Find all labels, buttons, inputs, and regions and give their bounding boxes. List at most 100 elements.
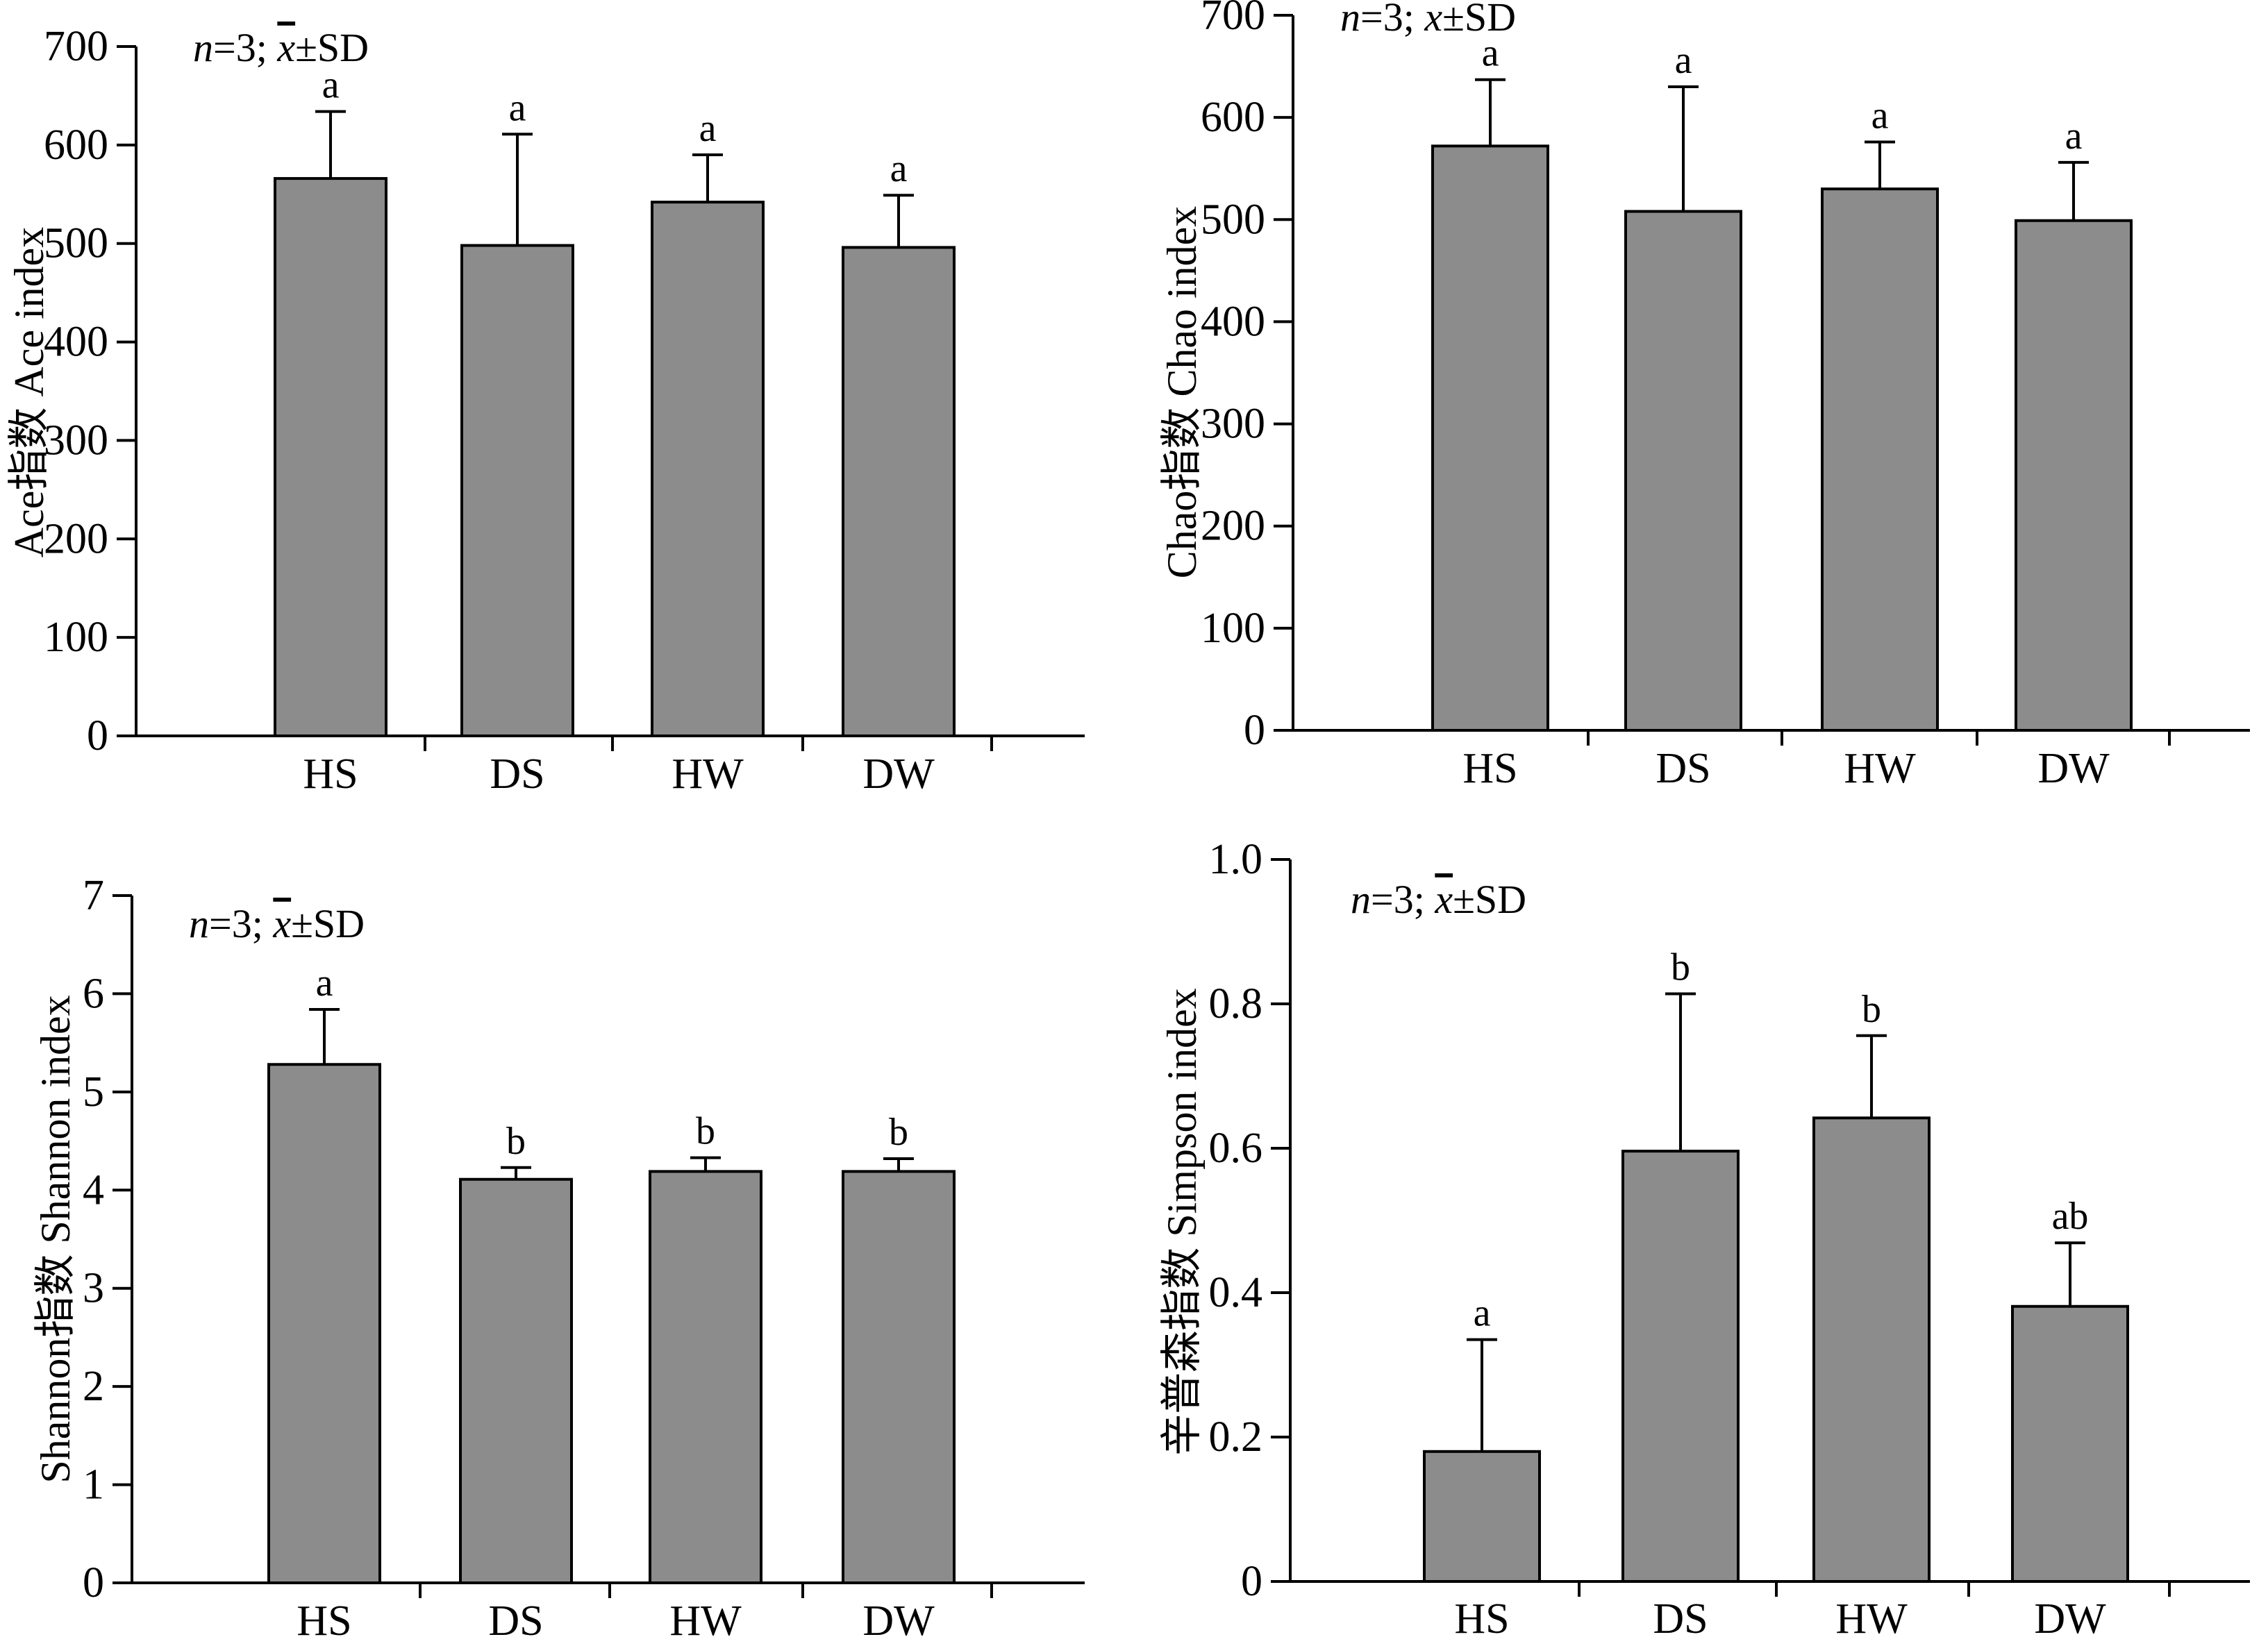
x-category-label-HW: HW — [1835, 1595, 1908, 1637]
y-tick-label: 500 — [44, 220, 108, 267]
y-tick-label: 0.8 — [1209, 980, 1263, 1027]
note-xbar: x — [272, 901, 291, 946]
note-xbar: x — [1434, 877, 1453, 922]
bar-DS — [1624, 210, 1742, 732]
chart-panel-bottom-left: 0 1 2 3 4 5 6 7 a HS b DS b HW b DW Shannon指数 Shannon in… — [33, 872, 1085, 1637]
y-tick-label: 5 — [83, 1068, 104, 1116]
y-tick-label: 500 — [1201, 196, 1265, 243]
significance-letter-DW: b — [889, 1111, 908, 1154]
chart-panel-top-right: 0 100 200 300 400 500 600 700 a HS a DS a HW a DW Chao指数… — [1159, 0, 2250, 792]
significance-letter-DS: a — [1675, 39, 1692, 82]
y-tick-label: 200 — [1201, 503, 1265, 550]
x-category-label-HW: HW — [669, 1597, 742, 1637]
x-category-label-DW: DW — [862, 750, 935, 798]
y-tick-label: 4 — [83, 1166, 104, 1214]
note-eq: =3; — [209, 901, 273, 946]
note-sd: ±SD — [1453, 877, 1526, 922]
bar-DS — [460, 244, 574, 737]
note-sd: ±SD — [1442, 0, 1516, 40]
y-tick-label: 2 — [83, 1363, 104, 1410]
y-tick-label: 0 — [83, 1559, 104, 1606]
bar-DW — [2011, 1304, 2129, 1583]
y-tick-label: 200 — [44, 515, 108, 562]
y-tick-label: 7 — [83, 872, 104, 919]
y-tick-label: 1 — [83, 1461, 104, 1509]
y-tick-label: 300 — [44, 417, 108, 464]
significance-letter-HS: a — [316, 962, 333, 1005]
y-tick-label: 3 — [83, 1265, 104, 1312]
significance-letter-HW: a — [699, 107, 717, 150]
x-category-label-HS: HS — [303, 750, 358, 798]
y-tick-label: 100 — [1201, 605, 1265, 652]
y-tick-label: 0 — [1241, 1558, 1262, 1605]
significance-letter-HW: b — [1862, 988, 1881, 1031]
y-tick-label: 0.4 — [1209, 1269, 1263, 1316]
significance-letter-DW: ab — [2052, 1195, 2089, 1238]
x-category-label-HW: HW — [1844, 745, 1916, 792]
significance-letter-HS: a — [322, 64, 340, 107]
y-tick-label: 0 — [87, 712, 108, 759]
significance-letter-HS: a — [1474, 1292, 1491, 1335]
y-tick-label: 1.0 — [1209, 836, 1263, 883]
significance-letter-HW: a — [1871, 94, 1889, 137]
y-tick-label: 0.2 — [1209, 1413, 1263, 1461]
significance-letter-HS: a — [1482, 32, 1499, 75]
x-category-label-DS: DS — [1656, 745, 1710, 792]
x-category-label-DS: DS — [1653, 1595, 1708, 1637]
note-sd: ±SD — [295, 25, 369, 70]
significance-letter-HW: b — [696, 1110, 715, 1153]
note-n: n — [189, 901, 209, 946]
y-tick-label: 300 — [1201, 401, 1265, 448]
y-tick-label: 100 — [44, 614, 108, 661]
note-eq: =3; — [1360, 0, 1424, 40]
bar-HW — [1812, 1116, 1931, 1583]
x-category-label-HS: HS — [1454, 1595, 1509, 1637]
y-tick-label: 400 — [1201, 298, 1265, 345]
x-category-label-HS: HS — [297, 1597, 351, 1637]
sample-size-note: n=3; x±SD — [1351, 877, 1526, 922]
significance-letter-DS: b — [1671, 946, 1690, 989]
note-sd: ±SD — [291, 901, 365, 946]
x-category-label-HS: HS — [1462, 745, 1517, 792]
x-category-label-DW: DW — [2037, 745, 2110, 792]
sample-size-note: n=3; x±SD — [1340, 0, 1516, 40]
note-eq: =3; — [1371, 877, 1435, 922]
bar-HS — [274, 177, 387, 737]
bar-HS — [1423, 1450, 1541, 1584]
bar-DW — [842, 246, 956, 738]
sample-size-note: n=3; x±SD — [189, 901, 365, 946]
bar-HW — [651, 201, 765, 737]
y-tick-label: 600 — [44, 121, 108, 169]
x-category-label-DS: DS — [490, 750, 544, 798]
bar-HW — [649, 1170, 762, 1584]
significance-letter-DS: a — [509, 86, 526, 129]
sample-size-note: n=3; x±SD — [193, 25, 369, 70]
y-axis-title: Shannon指数 Shannon index — [33, 995, 78, 1483]
significance-letter-DW: a — [890, 147, 908, 190]
y-tick-label: 700 — [44, 23, 108, 70]
note-xbar: x — [276, 25, 295, 70]
bar-DS — [1621, 1150, 1740, 1584]
y-tick-label: 6 — [83, 970, 104, 1017]
y-axis-title: 辛普森指数 Simpson index — [1159, 988, 1205, 1455]
significance-letter-DW: a — [2065, 115, 2083, 158]
x-category-label-DW: DW — [2034, 1595, 2106, 1637]
bar-HS — [267, 1063, 381, 1585]
bar-DW — [2015, 219, 2133, 732]
y-tick-label: 0.6 — [1209, 1125, 1263, 1172]
bar-DS — [459, 1177, 573, 1584]
y-tick-label: 600 — [1201, 94, 1265, 141]
x-category-label-DS: DS — [488, 1597, 543, 1637]
note-n: n — [1351, 877, 1371, 922]
y-axis-title: Chao指数 Chao index — [1159, 206, 1205, 579]
note-n: n — [193, 25, 213, 70]
chart-panel-top-left: 0 100 200 300 400 500 600 700 a HS a DS a HW a DW Ace指数 … — [6, 23, 1085, 798]
chart-panel-bottom-right: 0 0.2 0.4 0.6 0.8 1.0 a HS b DS b HW ab DW 辛普森指数 Simps… — [1159, 836, 2250, 1637]
x-category-label-HW: HW — [672, 750, 744, 798]
y-axis-title: Ace指数 Ace index — [6, 227, 52, 557]
significance-letter-DS: b — [506, 1120, 526, 1163]
note-n: n — [1340, 0, 1360, 40]
bar-HS — [1431, 144, 1549, 732]
y-tick-label: 400 — [44, 319, 108, 366]
